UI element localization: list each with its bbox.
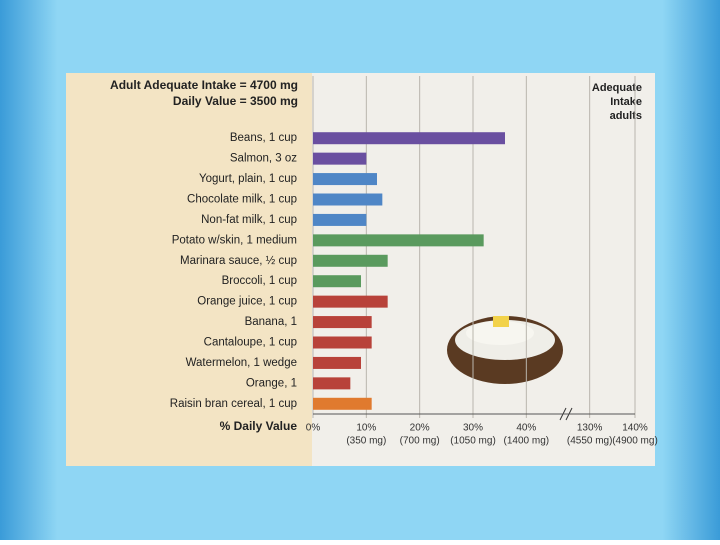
x-tick-label: 20% <box>410 423 430 434</box>
x-tick-label: 140% <box>622 423 648 434</box>
x-tick-label: 30% <box>463 423 483 434</box>
category-label: Broccoli, 1 cup <box>222 275 297 287</box>
category-label: Chocolate milk, 1 cup <box>187 194 297 206</box>
x-tick-label: 130% <box>577 423 603 434</box>
x-tick-label: 0% <box>306 423 321 434</box>
bar <box>313 254 388 267</box>
label-panel <box>66 73 312 466</box>
bar <box>313 377 351 390</box>
x-tick-sublabel: (700 mg) <box>400 436 440 447</box>
category-label: Banana, 1 <box>245 316 297 328</box>
x-tick-label: 10% <box>356 423 376 434</box>
bar <box>313 275 361 288</box>
bar <box>313 336 372 349</box>
potato-illustration <box>447 316 563 384</box>
category-label: Orange, 1 <box>246 377 297 389</box>
bar <box>313 316 372 329</box>
x-tick-sublabel: (1050 mg) <box>450 436 496 447</box>
reference-label: adults <box>610 110 642 122</box>
category-label: Yogurt, plain, 1 cup <box>199 173 297 185</box>
bar <box>313 173 377 186</box>
x-tick-label: 40% <box>516 423 536 434</box>
x-tick-sublabel: (1400 mg) <box>504 436 550 447</box>
bar <box>313 356 361 369</box>
bar <box>313 193 383 206</box>
bar <box>313 397 372 410</box>
x-tick-sublabel: (4550 mg) <box>567 436 613 447</box>
bar <box>313 234 484 247</box>
bar <box>313 132 505 145</box>
category-label: Potato w/skin, 1 medium <box>172 234 297 246</box>
category-label: Orange juice, 1 cup <box>197 296 297 308</box>
x-tick-sublabel: (350 mg) <box>346 436 386 447</box>
category-label: Salmon, 3 oz <box>230 153 297 165</box>
bar <box>313 295 388 308</box>
category-label: Watermelon, 1 wedge <box>186 357 297 369</box>
x-axis-label: % Daily Value <box>220 419 298 433</box>
bar <box>313 213 367 226</box>
title-line: Adult Adequate Intake = 4700 mg <box>110 78 298 92</box>
bar <box>313 152 367 165</box>
category-label: Marinara sauce, ½ cup <box>180 255 297 267</box>
title-line: Daily Value = 3500 mg <box>173 94 298 108</box>
category-label: Non-fat milk, 1 cup <box>201 214 297 226</box>
category-label: Cantaloupe, 1 cup <box>204 337 297 349</box>
reference-label: Intake <box>610 96 642 108</box>
category-label: Raisin bran cereal, 1 cup <box>170 398 297 410</box>
x-tick-sublabel: (4900 mg) <box>612 436 658 447</box>
category-label: Beans, 1 cup <box>230 132 297 144</box>
reference-label: Adequate <box>592 82 642 94</box>
